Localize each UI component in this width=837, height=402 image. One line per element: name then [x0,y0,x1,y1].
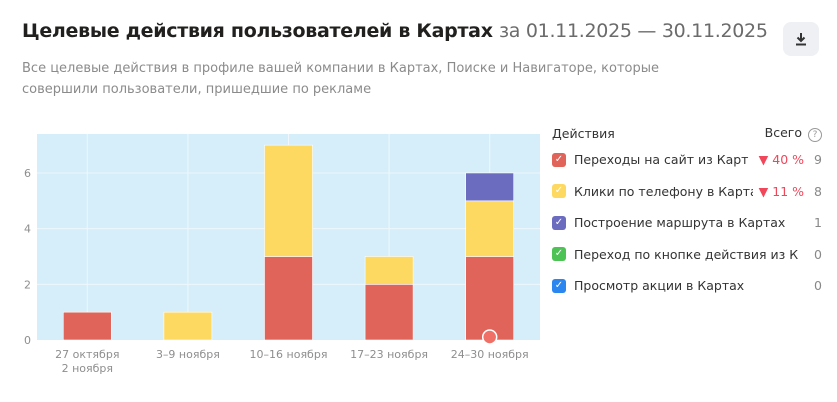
legend-total: 0 [814,278,822,294]
legend-total: 8 [814,183,822,199]
bar-segment [465,256,515,341]
legend-label: Просмотр акции в Картах [574,278,745,294]
legend-label: Клики по телефону в Картах [574,183,753,199]
legend-header: Действия [552,125,615,141]
y-tick-label: 4 [24,223,31,236]
legend-total: 9 [814,152,822,168]
bar-segment [264,256,313,341]
legend-total: 0 [814,246,822,262]
bar-segment [364,284,414,341]
period: за 01.11.2025 — 30.11.2025 [498,20,768,42]
legend-item[interactable]: ✓ Клики по телефону в Картах ▼ 11 % 8 [552,176,822,208]
x-tick-label: 24–30 ноября [451,348,529,361]
subtitle: Все целевые действия в профиле вашей ком… [22,61,659,97]
bar-segment [163,311,213,341]
x-tick-label: 2 ноября [62,362,113,375]
bar-segment [364,256,414,285]
x-tick-label: 3–9 ноября [156,348,220,361]
download-button[interactable] [783,22,819,56]
x-tick-label: 10–16 ноября [250,348,328,361]
bar-segment [62,311,112,341]
title-text: Целевые действия пользователей в Картах [22,20,493,42]
legend: Действия Всего? ✓ Переходы на сайт из Карт… [552,122,822,302]
legend-label: Переходы на сайт из Карт [574,152,749,168]
annotation-marker-icon [481,329,498,345]
y-tick-label: 6 [24,167,31,180]
bar-segment [264,144,313,257]
checkbox-checked-icon[interactable]: ✓ [552,152,566,167]
checkbox-checked-icon[interactable]: ✓ [552,184,566,199]
legend-total: 1 [814,215,822,231]
download-icon [796,33,806,46]
delta-badge: ▼ 40 % [758,152,804,168]
legend-item[interactable]: ✓ Построение маршрута в Картах 1 [552,207,822,239]
bar-segment [465,200,515,257]
help-icon[interactable]: ? [808,127,822,142]
legend-item[interactable]: ✓ Просмотр акции в Картах 0 [552,270,822,302]
bar-segment [465,172,515,202]
legend-item[interactable]: ✓ Переходы на сайт из Карт ▼ 40 % 9 [552,144,822,176]
legend-label: Построение маршрута в Картах [574,215,786,231]
x-tick-label: 17–23 ноября [350,348,428,361]
legend-item[interactable]: ✓ Переход по кнопке действия из Карт 0 [552,239,822,271]
checkbox-checked-icon[interactable]: ✓ [552,215,566,230]
y-tick-label: 2 [24,278,31,291]
checkbox-checked-icon[interactable]: ✓ [552,278,566,293]
y-tick-label: 0 [24,334,31,347]
checkbox-checked-icon[interactable]: ✓ [552,247,566,262]
total-header: Всего [764,124,802,140]
page-title: Целевые действия пользователей в Картах … [22,20,768,42]
x-tick-label: 27 октября [55,348,119,361]
legend-label: Переход по кнопке действия из Карт [574,246,798,262]
delta-badge: ▼ 11 % [758,183,804,199]
